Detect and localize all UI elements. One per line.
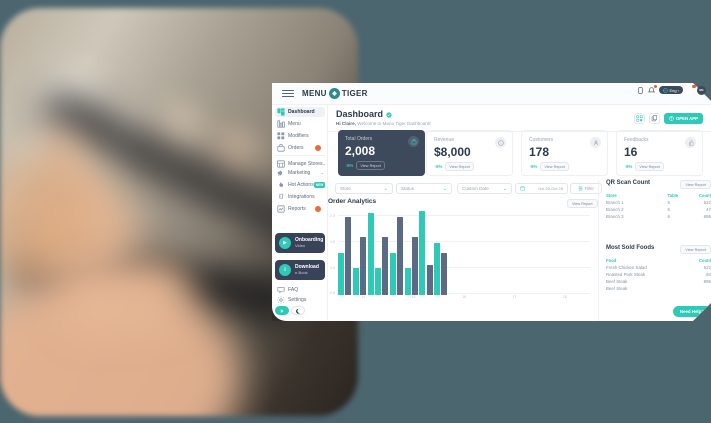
svg-text:i: i bbox=[500, 141, 501, 145]
